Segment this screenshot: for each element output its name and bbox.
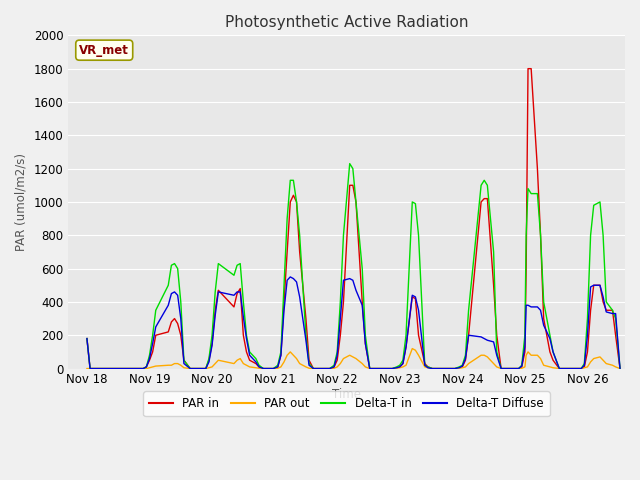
Legend: PAR in, PAR out, Delta-T in, Delta-T Diffuse: PAR in, PAR out, Delta-T in, Delta-T Dif…: [143, 391, 550, 416]
Y-axis label: PAR (umol/m2/s): PAR (umol/m2/s): [15, 153, 28, 251]
Text: VR_met: VR_met: [79, 44, 129, 57]
Title: Photosynthetic Active Radiation: Photosynthetic Active Radiation: [225, 15, 468, 30]
X-axis label: Time: Time: [332, 388, 361, 401]
